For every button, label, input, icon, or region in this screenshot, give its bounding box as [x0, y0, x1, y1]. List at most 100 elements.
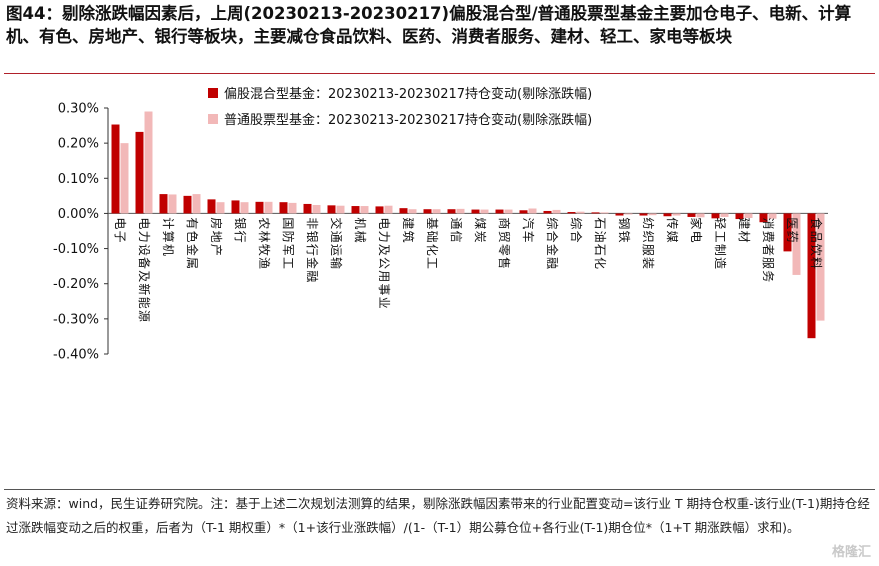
- x-tick-char: 电: [137, 217, 151, 229]
- y-tick-label: -0.20%: [53, 277, 99, 292]
- x-tick-char: 运: [329, 244, 343, 256]
- bar-mixed-2: [159, 194, 168, 214]
- bar-mixed-16: [495, 209, 504, 214]
- x-tick-char: 药: [785, 231, 799, 243]
- bar-stock-21: [624, 213, 633, 215]
- y-tick-label: 0.30%: [58, 102, 99, 117]
- bar-mixed-10: [351, 206, 360, 214]
- x-tick-char: 油: [593, 231, 607, 243]
- bars-group: [108, 111, 828, 339]
- x-tick-char: 房: [209, 217, 224, 229]
- bar-stock-23: [672, 213, 681, 216]
- x-tick-char: 化: [425, 244, 439, 256]
- x-tick-char: 通: [329, 231, 343, 243]
- bar-stock-18: [552, 209, 561, 214]
- bar-stock-8: [312, 204, 321, 214]
- x-tick-label-26: 建材: [737, 217, 751, 242]
- bar-mixed-29: [807, 213, 816, 339]
- x-tick-char: 及: [377, 244, 391, 256]
- bar-mixed-23: [663, 213, 672, 217]
- y-tick-label: 0.00%: [58, 207, 99, 222]
- x-tick-char: 服: [761, 257, 775, 269]
- x-tick-char: 建: [401, 217, 415, 229]
- bar-mixed-3: [183, 195, 192, 214]
- bar-mixed-19: [567, 212, 576, 214]
- x-tick-label-12: 建筑: [401, 217, 416, 242]
- bar-stock-13: [432, 209, 441, 214]
- bar-stock-7: [288, 202, 297, 214]
- x-tick-char: 媒: [665, 231, 679, 243]
- bar-mixed-17: [519, 210, 528, 214]
- x-tick-char: 械: [353, 231, 368, 243]
- x-tick-label-14: 通信: [449, 217, 463, 242]
- x-tick-char: 源: [137, 310, 151, 322]
- x-tick-char: 商: [497, 217, 512, 229]
- x-tick-char: 融: [305, 270, 319, 282]
- bar-stock-25: [720, 213, 729, 217]
- x-tick-char: 银: [233, 217, 247, 229]
- y-tick-label: 0.20%: [58, 137, 99, 152]
- x-tick-label-5: 银行: [233, 217, 247, 242]
- bar-stock-19: [576, 211, 585, 214]
- bar-stock-26: [744, 213, 753, 218]
- x-tick-char: 牧: [257, 244, 271, 256]
- x-tick-char: 有: [185, 217, 199, 229]
- x-tick-char: 通: [449, 217, 463, 229]
- x-tick-char: 新: [137, 283, 152, 295]
- bar-stock-12: [408, 209, 417, 214]
- x-tick-char: 者: [761, 244, 775, 256]
- x-tick-char: 传: [665, 217, 680, 229]
- bar-mixed-27: [759, 213, 768, 223]
- x-tick-char: 机: [353, 217, 367, 229]
- x-tick-char: 算: [161, 231, 176, 243]
- bar-stock-16: [504, 209, 513, 214]
- bar-mixed-0: [111, 124, 120, 214]
- x-tick-char: 炭: [473, 231, 487, 243]
- bar-stock-0: [120, 143, 129, 214]
- x-tick-char: 交: [329, 217, 344, 229]
- x-tick-char: 纺: [641, 217, 655, 229]
- x-tick-char: 国: [281, 217, 295, 229]
- x-tick-char: 务: [761, 270, 776, 282]
- bar-mixed-13: [423, 209, 432, 214]
- x-tick-char: 金: [545, 244, 560, 256]
- legend: 偏股混合型基金：20230213-20230217持仓变动(剔除涨跌幅) 普通股票…: [208, 86, 592, 128]
- x-tick-char: 行: [305, 244, 319, 256]
- x-tick-char: 品: [809, 231, 823, 243]
- bar-stock-11: [384, 205, 393, 214]
- bar-mixed-12: [399, 208, 408, 214]
- bar-stock-10: [360, 206, 369, 214]
- legend-swatch-0: [208, 88, 218, 98]
- bar-mixed-8: [303, 203, 312, 214]
- x-tick-char: 非: [305, 217, 319, 229]
- x-tick-char: 汽: [521, 217, 536, 229]
- bar-stock-6: [264, 201, 273, 214]
- x-tick-char: 服: [641, 244, 655, 256]
- x-tick-label-23: 传媒: [665, 217, 680, 242]
- x-tick-char: 地: [209, 231, 223, 243]
- x-tick-char: 饮: [809, 244, 823, 256]
- bar-mixed-4: [207, 199, 216, 214]
- x-tick-char: 电: [689, 231, 703, 243]
- x-tick-label-17: 汽车: [521, 217, 536, 242]
- source-note: 资料来源：wind，民生证券研究院。注：基于上述二次规划法测算的结果，剔除涨跌幅…: [6, 496, 870, 535]
- y-tick-label: -0.30%: [53, 312, 99, 327]
- x-tick-char: 织: [641, 231, 655, 243]
- figure-title: 图44：剔除涨跌幅因素后，上周(20230213-20230217)偏股混合型/…: [6, 4, 852, 46]
- x-tick-char: 电: [377, 217, 391, 229]
- bar-stock-15: [480, 209, 489, 214]
- x-tick-char: 医: [785, 217, 799, 229]
- bar-mixed-25: [711, 213, 720, 219]
- x-tick-label-2: 计算机: [161, 217, 176, 255]
- x-tick-char: 业: [377, 297, 391, 309]
- x-tick-char: 材: [737, 231, 751, 243]
- bar-stock-20: [600, 212, 609, 214]
- bar-stock-14: [456, 208, 465, 214]
- x-tick-char: 用: [377, 270, 391, 282]
- x-tick-char: 食: [809, 217, 824, 229]
